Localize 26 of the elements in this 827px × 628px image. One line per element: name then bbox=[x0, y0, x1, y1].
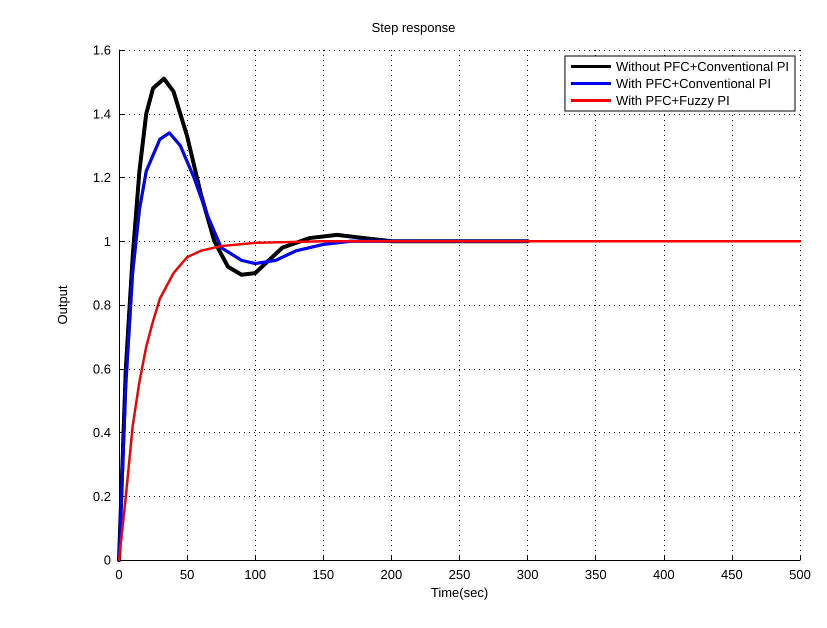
legend-label: Without PFC+Conventional PI bbox=[616, 59, 790, 74]
legend-label: With PFC+Conventional PI bbox=[616, 76, 771, 91]
legend-label: With PFC+Fuzzy PI bbox=[616, 93, 730, 108]
y-axis-title: Output bbox=[55, 285, 70, 325]
y-tick-label: 1.2 bbox=[92, 170, 111, 185]
y-tick-label: 0.2 bbox=[92, 488, 111, 504]
x-tick-label: 500 bbox=[789, 567, 811, 582]
x-axis-title: Time(sec) bbox=[430, 584, 488, 600]
y-tick-label: 1 bbox=[104, 234, 111, 249]
x-tick-label: 50 bbox=[180, 567, 194, 582]
y-tick-label: 0 bbox=[104, 552, 111, 568]
x-tick-label: 250 bbox=[448, 567, 470, 582]
x-tick-label: 450 bbox=[721, 567, 743, 582]
x-tick-label: 300 bbox=[516, 567, 538, 582]
x-tick-label: 100 bbox=[244, 567, 266, 582]
y-tick-label: 0.4 bbox=[92, 425, 111, 440]
x-tick-label: 0 bbox=[115, 567, 123, 582]
x-tick-label: 400 bbox=[652, 567, 675, 582]
x-tick-label: 350 bbox=[584, 567, 607, 582]
y-tick-label: 1.6 bbox=[92, 42, 111, 58]
chart-title: Step response bbox=[372, 20, 456, 35]
y-tick-label: 1.4 bbox=[92, 106, 111, 122]
y-tick-label: 0.6 bbox=[92, 361, 111, 376]
x-tick-label: 200 bbox=[380, 567, 402, 582]
y-tick-label: 0.8 bbox=[92, 298, 111, 312]
x-tick-label: 150 bbox=[312, 567, 334, 582]
